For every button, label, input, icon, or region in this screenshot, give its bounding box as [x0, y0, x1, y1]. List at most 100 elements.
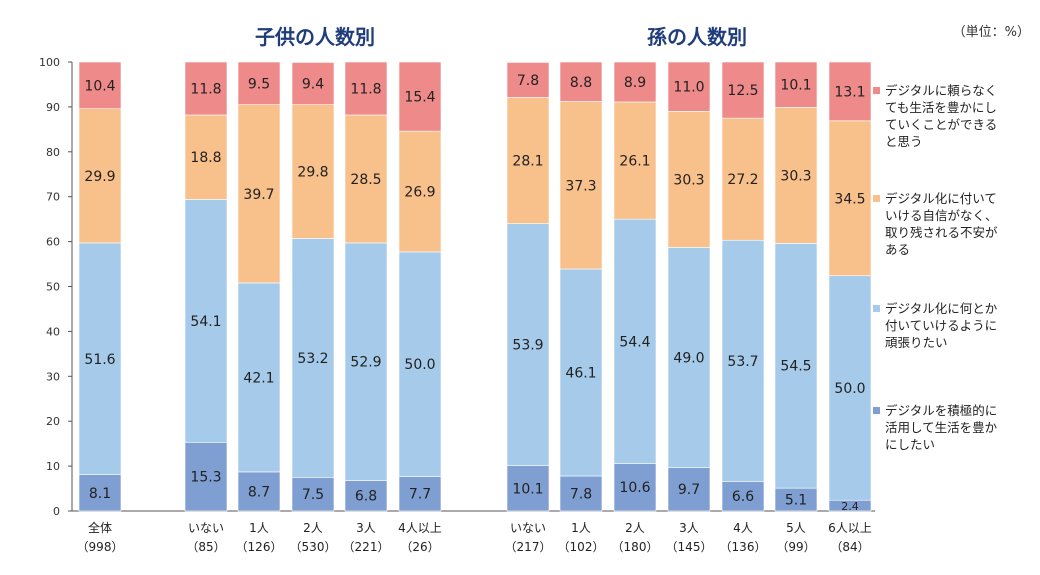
x-tick-sample-size: （99）	[776, 540, 815, 554]
legend-label: デジタルに頼らなく ても生活を豊かにし ていくことができる と思う	[885, 83, 998, 149]
bar-segment	[828, 120, 872, 277]
data-label: 53.7	[727, 354, 758, 370]
data-label: 42.1	[243, 370, 274, 386]
data-label: 15.3	[190, 470, 221, 486]
unit-note: （単位：%）	[953, 24, 1030, 40]
bar-segment	[667, 247, 711, 468]
bar-segment	[721, 239, 765, 482]
legend-swatch	[873, 407, 880, 414]
bar-segment	[559, 101, 603, 270]
data-label: 10.1	[512, 481, 543, 497]
data-label: 2.4	[841, 500, 859, 513]
y-tick-label: 20	[46, 415, 60, 428]
x-tick-label: 1人	[571, 521, 591, 535]
data-label: 9.4	[302, 77, 324, 93]
y-tick-label: 90	[46, 101, 60, 114]
bar-segment	[774, 243, 818, 489]
data-label: 28.1	[512, 154, 543, 170]
x-tick-label: 全体	[88, 520, 112, 535]
y-tick-label: 60	[46, 236, 60, 249]
bar-segment	[291, 238, 335, 478]
data-label: 10.6	[619, 480, 650, 496]
y-tick-label: 10	[46, 460, 60, 473]
bar-segment	[237, 61, 281, 105]
bar-segment	[237, 104, 281, 284]
bar-segment	[344, 242, 388, 481]
x-tick-sample-size: （217）	[505, 540, 552, 554]
bar-segment	[398, 476, 442, 512]
data-label: 53.2	[297, 351, 328, 367]
bar-segment	[237, 471, 281, 512]
bar-segment	[613, 218, 657, 464]
group-title-grandchildren: 孫の人数別	[647, 25, 747, 49]
data-label: 11.0	[673, 80, 704, 96]
data-label: 27.2	[727, 172, 758, 188]
legend-swatch	[873, 87, 880, 94]
bar-segment	[721, 481, 765, 512]
data-label: 49.0	[673, 350, 704, 366]
bar-segment	[398, 251, 442, 477]
x-tick-label: 4人以上	[398, 521, 442, 535]
data-label: 5.1	[785, 493, 807, 509]
bar-segment	[78, 108, 122, 244]
data-label: 30.3	[673, 172, 704, 188]
bar-segment	[78, 242, 122, 475]
data-label: 8.8	[570, 75, 592, 91]
y-tick-label: 100	[39, 56, 60, 69]
data-label: 8.1	[89, 486, 111, 502]
data-label: 54.4	[619, 334, 650, 350]
x-tick-label: いない	[188, 521, 224, 535]
bar-segment	[291, 104, 335, 239]
bar-segment	[774, 107, 818, 244]
bar-segment	[667, 111, 711, 248]
x-tick-sample-size: （26）	[400, 540, 439, 554]
x-tick-sample-size: （102）	[558, 540, 605, 554]
bar-segment	[506, 97, 550, 224]
bar-segment	[291, 62, 335, 105]
y-tick-label: 40	[46, 325, 60, 338]
legend-swatch	[873, 305, 880, 312]
data-label: 8.7	[248, 484, 270, 500]
x-tick-sample-size: （221）	[343, 540, 390, 554]
y-tick-label: 80	[46, 146, 60, 159]
data-label: 28.5	[350, 172, 381, 188]
x-tick-label: 5人	[786, 521, 806, 535]
data-label: 7.8	[570, 486, 592, 502]
bar-segment	[344, 61, 388, 116]
legend-label: デジタル化に付いて いける自信がなく、 取り残される不安が ある	[885, 191, 998, 257]
data-label: 18.8	[190, 150, 221, 166]
bar-segment	[291, 477, 335, 512]
x-tick-sample-size: （530）	[290, 540, 337, 554]
x-tick-label: いない	[510, 521, 546, 535]
x-axis-labels: 全体 （998） いない （85） 1人 （126） 2人 （530） 3人 （221） 4人以上 （…	[77, 520, 872, 554]
bar-segment	[559, 268, 603, 477]
x-tick-label: 3人	[679, 521, 699, 535]
data-label: 9.5	[248, 76, 270, 92]
legend-label: デジタルを積極的に 活用して生活を豊か にしたい	[885, 403, 998, 452]
data-label: 7.8	[517, 73, 539, 89]
bar-area: 8.1 51.6 29.9 10.4 15.3 54.1 18.8 11.8 8.7 42.1 39…	[78, 61, 872, 513]
bar-segment	[184, 199, 228, 443]
data-label: 26.9	[404, 185, 435, 201]
group-title-children: 子供の人数別	[255, 25, 375, 49]
bar-segment	[184, 442, 228, 512]
bar-segment	[506, 62, 550, 98]
data-label: 39.7	[243, 187, 274, 203]
x-tick-sample-size: （180）	[612, 540, 659, 554]
x-tick-sample-size: （126）	[236, 540, 283, 554]
data-label: 46.1	[565, 365, 596, 381]
data-label: 6.6	[732, 489, 754, 505]
legend-label: デジタル化に何とか 付いていけるように 頑張りたい	[885, 301, 998, 350]
y-tick-label: 70	[46, 191, 60, 204]
data-label: 7.7	[409, 487, 431, 503]
legend-swatch	[873, 195, 880, 202]
data-label: 29.9	[84, 169, 115, 185]
data-label: 34.5	[834, 191, 865, 207]
bar-segment	[237, 282, 281, 473]
x-tick-sample-size: （85）	[186, 540, 225, 554]
data-label: 10.4	[84, 78, 115, 94]
x-tick-sample-size: （998）	[77, 540, 124, 554]
data-label: 12.5	[727, 83, 758, 99]
bar-segment	[774, 61, 818, 108]
